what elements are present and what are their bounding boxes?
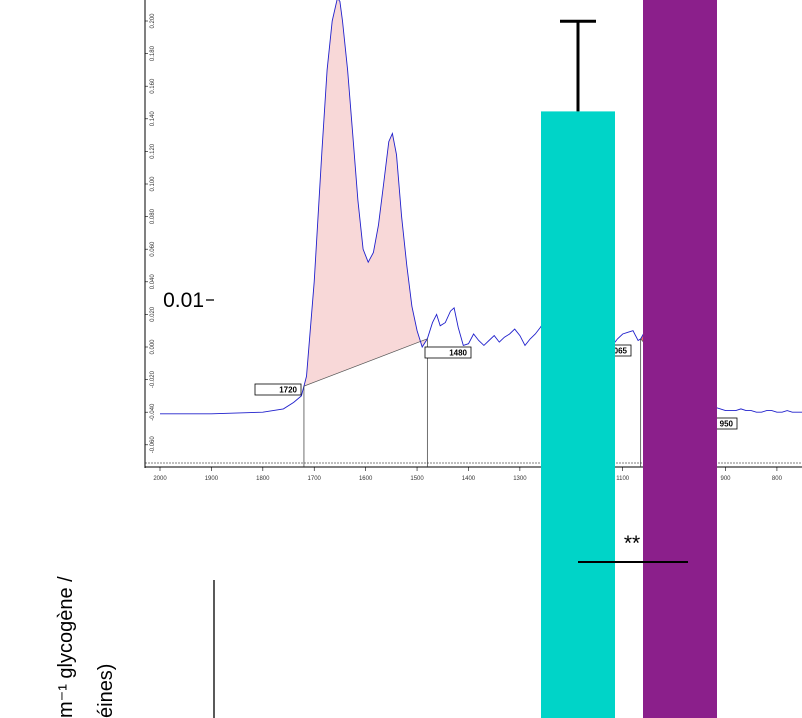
bar-1 xyxy=(541,111,615,718)
marker-label-1480: 1480 xyxy=(449,349,467,358)
spec-ytick-label: 0.140 xyxy=(150,111,156,127)
bar-ytick-label: 0.01 xyxy=(163,289,204,312)
spec-ytick-label: 0.000 xyxy=(150,339,156,355)
spec-xtick-label: 800 xyxy=(772,476,783,482)
spec-ytick-label: -0.040 xyxy=(150,403,156,421)
spec-ytick-label: 0.080 xyxy=(150,208,156,224)
significance-label: ** xyxy=(624,532,640,555)
spec-xtick-label: 1400 xyxy=(462,476,476,482)
marker-label-1065: 1065 xyxy=(609,347,627,356)
spec-xtick-label: 1900 xyxy=(205,476,219,482)
spec-xtick-label: 1700 xyxy=(308,476,322,482)
spec-xtick-label: 900 xyxy=(721,476,732,482)
marker-label-1720: 1720 xyxy=(279,386,297,395)
spec-ytick-label: 0.020 xyxy=(150,306,156,322)
marker-label-950: 950 xyxy=(720,420,734,429)
spec-xtick-label: 1100 xyxy=(616,476,630,482)
spec-xtick-label: 1500 xyxy=(410,476,424,482)
spec-xtick-label: 2000 xyxy=(153,476,167,482)
spec-ytick-label: 0.180 xyxy=(150,45,156,61)
spec-ytick-label: 0.060 xyxy=(150,241,156,257)
baseline-1 xyxy=(303,338,428,387)
spec-xtick-label: 1300 xyxy=(513,476,527,482)
spec-xtick-label: 1600 xyxy=(359,476,373,482)
spec-ytick-label: 0.160 xyxy=(150,78,156,94)
spec-ytick-label: -0.060 xyxy=(150,436,156,454)
bar-ylabel-line2: éines) xyxy=(95,664,117,718)
marker-box-1480 xyxy=(424,346,472,359)
bar-chart: m⁻¹ glycogène /éines) 0.030.020.01 ** xyxy=(55,0,717,718)
spec-ytick-label: 0.200 xyxy=(150,13,156,29)
spec-ytick-label: 0.040 xyxy=(150,274,156,290)
marker-box-1720 xyxy=(254,383,302,396)
spec-xtick-label: 1800 xyxy=(256,476,270,482)
bar-ylabel-line1: m⁻¹ glycogène / xyxy=(55,576,77,718)
spec-ytick-label: 0.100 xyxy=(150,176,156,192)
spec-ytick-label: -0.020 xyxy=(150,370,156,388)
shaded-region-1 xyxy=(303,0,428,387)
spec-ytick-label: 0.120 xyxy=(150,143,156,159)
bar-2 xyxy=(643,0,717,718)
